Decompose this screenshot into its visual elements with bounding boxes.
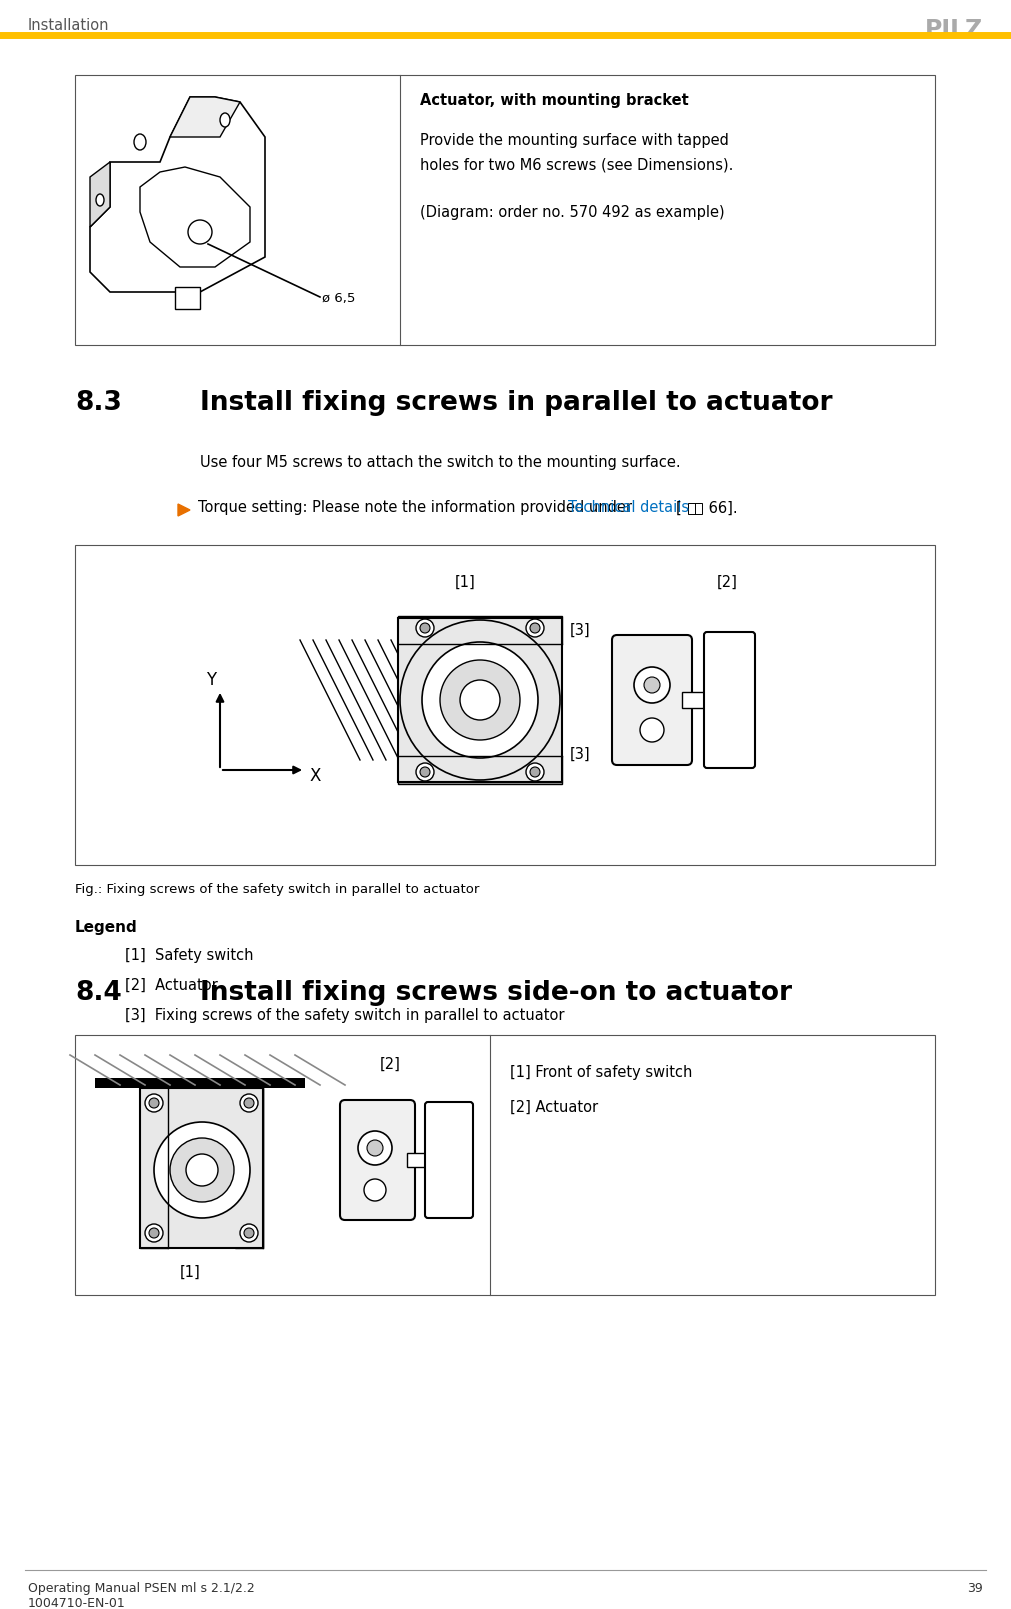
- Circle shape: [422, 642, 538, 758]
- Bar: [75, 545, 935, 866]
- FancyBboxPatch shape: [340, 1101, 415, 1220]
- Circle shape: [634, 668, 670, 703]
- Text: PILZ: PILZ: [925, 18, 983, 42]
- Bar: [140, 1088, 168, 1249]
- Circle shape: [186, 1154, 218, 1186]
- Text: Installation: Installation: [28, 18, 109, 34]
- Bar: [682, 692, 712, 708]
- Text: Fig.: Fixing screws of the safety switch in parallel to actuator: Fig.: Fixing screws of the safety switch…: [75, 883, 479, 896]
- Bar: [95, 1078, 305, 1088]
- Circle shape: [400, 619, 560, 780]
- Text: [3]  Fixing screws of the safety switch in parallel to actuator: [3] Fixing screws of the safety switch i…: [125, 1007, 564, 1023]
- Text: 39: 39: [968, 1582, 983, 1595]
- Circle shape: [364, 1179, 386, 1200]
- Polygon shape: [140, 167, 250, 267]
- Circle shape: [530, 623, 540, 632]
- Text: 8.3: 8.3: [75, 389, 122, 417]
- Text: [1] Front of safety switch: [1] Front of safety switch: [510, 1065, 693, 1080]
- Circle shape: [416, 619, 434, 637]
- Bar: [175, 286, 200, 309]
- Circle shape: [530, 767, 540, 777]
- Bar: [140, 1088, 263, 1249]
- Text: [2]: [2]: [717, 574, 738, 591]
- Circle shape: [145, 1094, 163, 1112]
- Circle shape: [526, 763, 544, 780]
- Text: Install fixing screws side-on to actuator: Install fixing screws side-on to actuato…: [200, 980, 792, 1006]
- Circle shape: [145, 1224, 163, 1242]
- Bar: [398, 756, 562, 784]
- Circle shape: [149, 1228, 159, 1237]
- Text: [1]: [1]: [180, 1265, 201, 1281]
- Bar: [75, 76, 935, 344]
- Text: [: [: [676, 500, 681, 516]
- Text: Technical details: Technical details: [568, 500, 690, 515]
- Circle shape: [244, 1097, 254, 1109]
- FancyBboxPatch shape: [612, 636, 692, 764]
- Text: [2]: [2]: [380, 1057, 401, 1072]
- Bar: [398, 618, 562, 782]
- Text: [3]: [3]: [570, 623, 590, 639]
- Polygon shape: [170, 97, 240, 137]
- Circle shape: [367, 1141, 383, 1155]
- Text: [2] Actuator: [2] Actuator: [510, 1101, 599, 1115]
- Circle shape: [644, 677, 660, 693]
- Bar: [235, 1088, 263, 1249]
- Text: [1]: [1]: [455, 574, 476, 591]
- Polygon shape: [90, 97, 265, 291]
- Text: Use four M5 screws to attach the switch to the mounting surface.: Use four M5 screws to attach the switch …: [200, 455, 680, 470]
- Polygon shape: [178, 504, 190, 516]
- FancyBboxPatch shape: [704, 632, 755, 767]
- Bar: [688, 504, 702, 513]
- Bar: [407, 1154, 432, 1167]
- Text: [2]  Actuator: [2] Actuator: [125, 978, 217, 993]
- Ellipse shape: [96, 195, 104, 206]
- Circle shape: [154, 1121, 250, 1218]
- Ellipse shape: [134, 134, 146, 150]
- Text: 8.4: 8.4: [75, 980, 121, 1006]
- Circle shape: [149, 1097, 159, 1109]
- Text: Provide the mounting surface with tapped: Provide the mounting surface with tapped: [420, 134, 729, 148]
- Circle shape: [170, 1138, 234, 1202]
- Text: Actuator, with mounting bracket: Actuator, with mounting bracket: [420, 93, 688, 108]
- Text: Operating Manual PSEN ml s 2.1/2.2
1004710-EN-01: Operating Manual PSEN ml s 2.1/2.2 10047…: [28, 1582, 255, 1609]
- Circle shape: [460, 681, 500, 719]
- Polygon shape: [90, 163, 110, 227]
- Text: holes for two M6 screws (see Dimensions).: holes for two M6 screws (see Dimensions)…: [420, 158, 733, 172]
- Circle shape: [440, 660, 520, 740]
- Text: Legend: Legend: [75, 920, 137, 935]
- Text: Y: Y: [206, 671, 216, 689]
- Text: X: X: [310, 767, 321, 785]
- Text: Torque setting: Please note the information provided under: Torque setting: Please note the informat…: [198, 500, 637, 515]
- Circle shape: [640, 718, 664, 742]
- Ellipse shape: [220, 113, 229, 127]
- Circle shape: [420, 767, 430, 777]
- Circle shape: [240, 1094, 258, 1112]
- Text: Install fixing screws in parallel to actuator: Install fixing screws in parallel to act…: [200, 389, 832, 417]
- FancyBboxPatch shape: [425, 1102, 473, 1218]
- Circle shape: [240, 1224, 258, 1242]
- Circle shape: [358, 1131, 392, 1165]
- Bar: [75, 1035, 935, 1295]
- Text: [3]: [3]: [570, 747, 590, 763]
- Circle shape: [420, 623, 430, 632]
- Text: (Diagram: order no. 570 492 as example): (Diagram: order no. 570 492 as example): [420, 204, 725, 220]
- Text: 66].: 66].: [704, 500, 738, 516]
- Text: ø 6,5: ø 6,5: [321, 291, 356, 304]
- Circle shape: [188, 220, 212, 245]
- Circle shape: [244, 1228, 254, 1237]
- Circle shape: [416, 763, 434, 780]
- Circle shape: [526, 619, 544, 637]
- Text: [1]  Safety switch: [1] Safety switch: [125, 948, 254, 964]
- Bar: [398, 616, 562, 644]
